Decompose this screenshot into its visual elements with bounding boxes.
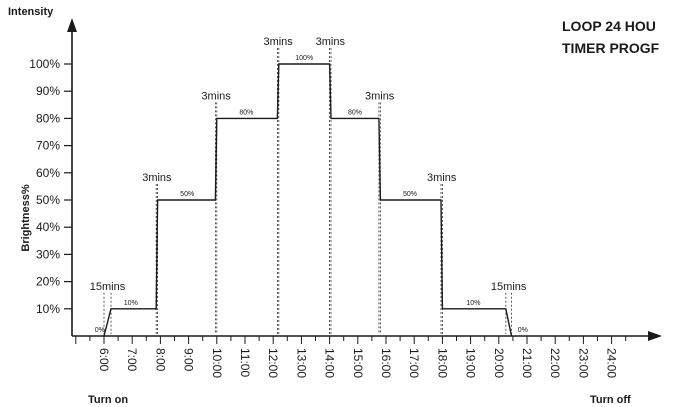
y-tick-label: 70% (36, 139, 60, 153)
x-tick-label: 11:00 (238, 348, 252, 377)
x-tick-label: 13:00 (294, 348, 308, 378)
level-label: 10% (124, 300, 138, 307)
x-tick-label: 17:00 (407, 348, 421, 378)
x-tick-label: 12:00 (266, 348, 280, 378)
level-label: 50% (403, 191, 417, 198)
y-axis-title: Intensity (8, 6, 54, 18)
y-tick-label: 50% (36, 193, 60, 207)
x-tick-label: 10:00 (210, 348, 224, 378)
y-tick-label: 40% (36, 220, 60, 234)
y-tick-label: 100% (29, 57, 60, 71)
y-tick-label: 10% (36, 302, 60, 316)
x-tick-label: 6:00 (97, 348, 111, 372)
ramp-duration-label: 3mins (427, 172, 457, 184)
x-tick-label: 19:00 (464, 348, 478, 378)
x-tick-label: 20:00 (492, 348, 506, 378)
y-tick-label: 30% (36, 247, 60, 261)
x-tick-label: 9:00 (182, 348, 196, 372)
x-tick-label: 21:00 (520, 348, 534, 378)
chart-labels: 10% 20% 30% 40% 50% 60% 70% 80% 90% 100% 6:00 7:00 8… (29, 36, 618, 378)
chart-title-line-2: TIMER PROGF (562, 40, 660, 56)
x-tick-label: 7:00 (125, 348, 139, 372)
y-tick-label: 60% (36, 166, 60, 180)
x-tick-label: 15:00 (351, 348, 365, 378)
brightness-line (103, 63, 513, 337)
ramp-duration-label: 3mins (201, 90, 231, 102)
brightness-series (103, 63, 513, 337)
y-tick-label: 20% (36, 275, 60, 289)
x-tick-label: 22:00 (548, 348, 562, 378)
level-label: 50% (180, 191, 194, 198)
x-tick-label: 24:00 (605, 348, 619, 378)
level-label: 10% (466, 300, 480, 307)
x-tick-label: 23:00 (576, 348, 590, 378)
ramp-duration-label: 3mins (316, 36, 346, 48)
x-axis-arrow (648, 331, 662, 341)
x-tick-label: 18:00 (435, 348, 449, 378)
level-label: 80% (348, 109, 362, 116)
x-tick-label: 14:00 (323, 348, 337, 378)
chart-axes (67, 18, 662, 341)
y-axis-label: Brightness% (20, 184, 32, 252)
chart-ticks (64, 63, 627, 344)
turn-on-caption: Turn on (88, 394, 129, 406)
y-axis-arrow (67, 18, 77, 32)
chart-title-line-1: LOOP 24 HOU (562, 18, 656, 34)
y-tick-label: 80% (36, 111, 60, 125)
x-tick-label: 8:00 (153, 348, 167, 372)
turn-off-caption: Turn off (590, 394, 631, 406)
level-label: 100% (295, 55, 313, 62)
x-tick-label: 16:00 (379, 348, 393, 378)
ramp-guides (103, 48, 512, 334)
level-label: 0% (518, 327, 528, 334)
ramp-duration-label: 3mins (263, 36, 293, 48)
level-label: 0% (95, 327, 105, 334)
ramp-duration-label: 3mins (365, 90, 395, 102)
ramp-duration-label: 15mins (90, 281, 126, 293)
level-label: 80% (239, 109, 253, 116)
y-tick-label: 90% (36, 84, 60, 98)
ramp-duration-label: 15mins (491, 281, 527, 293)
ramp-duration-label: 3mins (142, 172, 172, 184)
